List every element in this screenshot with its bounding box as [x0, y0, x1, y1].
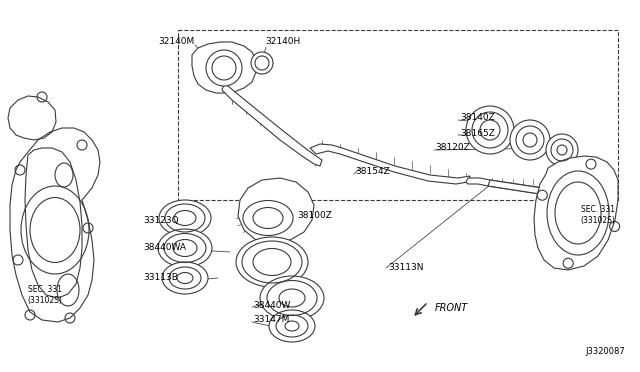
Text: 33113N: 33113N [388, 263, 424, 273]
Ellipse shape [158, 229, 212, 267]
Polygon shape [466, 178, 604, 200]
Text: 33147M: 33147M [253, 315, 289, 324]
Ellipse shape [251, 52, 273, 74]
Bar [178, 30, 618, 200]
Text: 33123Q: 33123Q [143, 215, 179, 224]
Text: 33113B: 33113B [143, 273, 178, 282]
Ellipse shape [255, 56, 269, 70]
Text: 38120Z: 38120Z [435, 144, 470, 153]
Ellipse shape [269, 310, 315, 342]
Text: 38154Z: 38154Z [355, 167, 390, 176]
Ellipse shape [212, 56, 236, 80]
Ellipse shape [162, 262, 208, 294]
Text: 38165Z: 38165Z [460, 128, 495, 138]
Text: 38100Z: 38100Z [297, 211, 332, 219]
Polygon shape [488, 180, 608, 198]
Text: 32140H: 32140H [265, 38, 300, 46]
Text: 38440W: 38440W [253, 301, 291, 310]
Ellipse shape [260, 276, 324, 320]
Ellipse shape [236, 237, 308, 287]
Polygon shape [238, 178, 314, 244]
Polygon shape [222, 84, 322, 166]
Text: SEC. 331
(33102S): SEC. 331 (33102S) [28, 285, 63, 305]
Ellipse shape [206, 50, 242, 86]
Ellipse shape [510, 120, 550, 160]
Text: SEC. 331
(33102S): SEC. 331 (33102S) [580, 205, 616, 225]
Ellipse shape [159, 200, 211, 236]
Polygon shape [192, 42, 256, 93]
Text: 38440WA: 38440WA [143, 244, 186, 253]
Ellipse shape [466, 106, 514, 154]
Polygon shape [310, 144, 470, 184]
Ellipse shape [546, 134, 578, 166]
Text: 32140M: 32140M [159, 38, 195, 46]
Text: 38140Z: 38140Z [460, 113, 495, 122]
Polygon shape [534, 156, 618, 270]
Text: J3320087: J3320087 [585, 347, 625, 356]
Text: FRONT: FRONT [435, 303, 468, 313]
